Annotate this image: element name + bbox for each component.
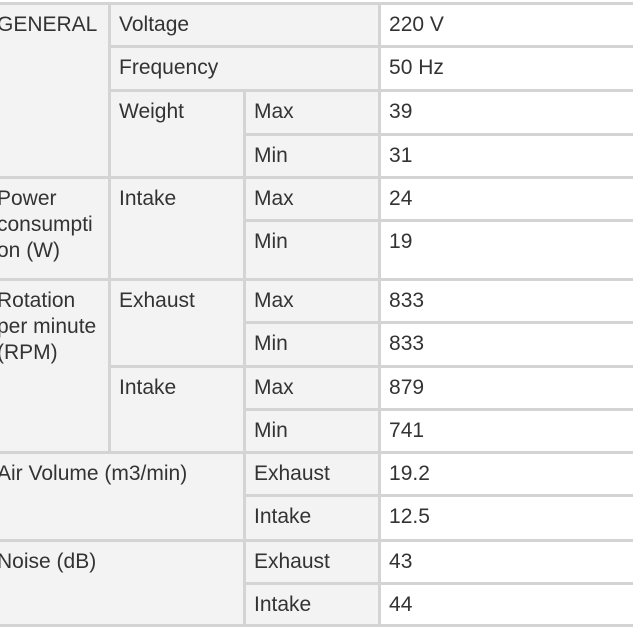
power-intake-label: Intake xyxy=(108,176,246,281)
weight-max-label: Max xyxy=(242,89,382,136)
rotation-intake-max-label: Max xyxy=(242,365,382,411)
rotation-exhaust-max-value: 833 xyxy=(378,278,633,324)
voltage-value: 220 V xyxy=(378,2,633,48)
rotation-exhaust-min-value: 833 xyxy=(378,321,633,368)
noise-exhaust-label: Exhaust xyxy=(242,539,382,585)
frequency-label: Frequency xyxy=(107,45,382,92)
voltage-label: Voltage xyxy=(107,2,382,48)
weight-min-label: Min xyxy=(242,133,382,179)
air-volume-exhaust-value: 19.2 xyxy=(378,451,633,497)
power-header: Power consumption (W) xyxy=(0,176,111,281)
rotation-intake-min-label: Min xyxy=(242,408,382,454)
rotation-header: Rotation per minute (RPM) xyxy=(0,278,111,454)
rotation-intake-max-value: 879 xyxy=(378,365,633,411)
weight-label: Weight xyxy=(108,89,246,179)
rotation-intake-label: Intake xyxy=(108,365,246,454)
rotation-intake-min-value: 741 xyxy=(378,408,633,454)
power-intake-max-value: 24 xyxy=(378,176,633,222)
weight-max-value: 39 xyxy=(378,89,633,136)
air-volume-intake-label: Intake xyxy=(242,494,382,542)
rotation-exhaust-label: Exhaust xyxy=(108,278,246,368)
noise-intake-value: 44 xyxy=(378,582,633,627)
general-header: GENERAL xyxy=(0,2,111,179)
noise-intake-label: Intake xyxy=(242,582,382,627)
air-volume-intake-value: 12.5 xyxy=(378,494,633,542)
weight-min-value: 31 xyxy=(378,133,633,179)
air-volume-exhaust-label: Exhaust xyxy=(242,451,382,497)
power-intake-min-value: 19 xyxy=(378,219,633,281)
power-intake-max-label: Max xyxy=(242,176,382,222)
noise-header: Noise (dB) xyxy=(0,539,246,627)
air-volume-header: Air Volume (m3/min) xyxy=(0,451,246,542)
noise-exhaust-value: 43 xyxy=(378,539,633,585)
power-intake-min-label: Min xyxy=(242,219,382,281)
frequency-value: 50 Hz xyxy=(378,45,633,92)
rotation-exhaust-max-label: Max xyxy=(242,278,382,324)
rotation-exhaust-min-label: Min xyxy=(242,321,382,368)
